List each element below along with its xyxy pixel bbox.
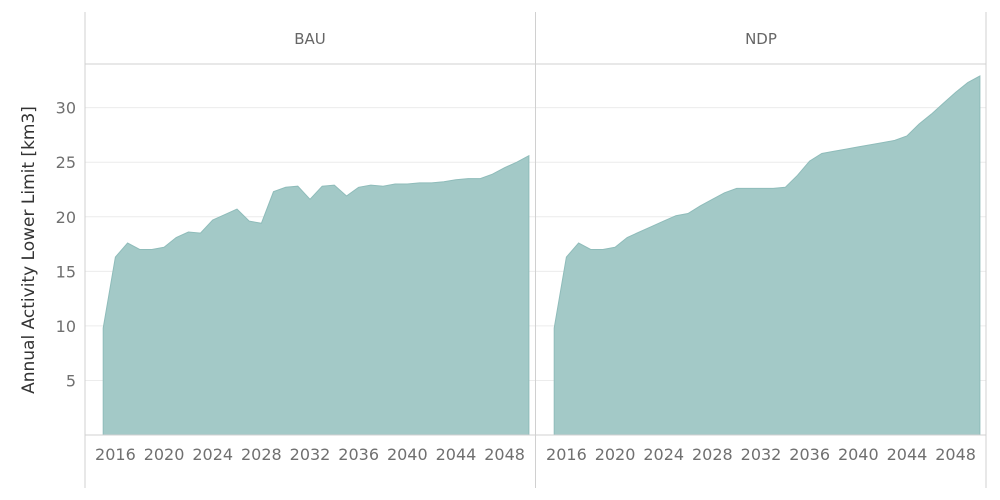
x-tick-label: 2020 [144,445,185,464]
x-tick-label: 2044 [436,445,477,464]
x-tick-label: 2040 [838,445,879,464]
y-tick-label: 25 [56,153,76,172]
panel-header: NDP [745,30,777,48]
x-tick-label: 2020 [595,445,636,464]
x-tick-label: 2032 [741,445,782,464]
panel-frame [84,12,987,488]
x-tick-label: 2024 [643,445,684,464]
y-tick-label: 15 [56,262,76,281]
x-tick-label: 2048 [935,445,976,464]
panel-header: BAU [294,30,326,48]
x-tick-label: 2040 [387,445,428,464]
x-tick-label: 2016 [546,445,587,464]
y-axis-ticks: 5 10 15 20 25 30 [56,99,76,391]
x-tick-label: 2028 [692,445,733,464]
x-tick-label: 2036 [338,445,379,464]
y-tick-label: 5 [66,371,76,390]
panel-ndp: NDP 2016 2020 2024 2028 2032 2036 2040 2044 2048 [536,30,986,464]
x-tick-label: 2024 [192,445,233,464]
panel-bau: BAU 2016 2020 2024 2028 2032 2036 2040 2044 2048 [85,30,535,464]
x-tick-label: 2044 [887,445,928,464]
x-tick-label: 2048 [484,445,525,464]
y-tick-label: 10 [56,317,76,336]
y-tick-label: 30 [56,99,76,118]
y-axis-title-group: Annual Activity Lower Limit [km3] [19,106,39,394]
x-tick-label: 2032 [290,445,331,464]
y-tick-label: 20 [56,208,76,227]
x-tick-label: 2036 [789,445,830,464]
x-tick-label: 2028 [241,445,282,464]
area-series [102,154,530,436]
x-tick-label: 2016 [95,445,136,464]
y-axis-title: Annual Activity Lower Limit [km3] [19,106,39,394]
area-series [553,75,981,436]
